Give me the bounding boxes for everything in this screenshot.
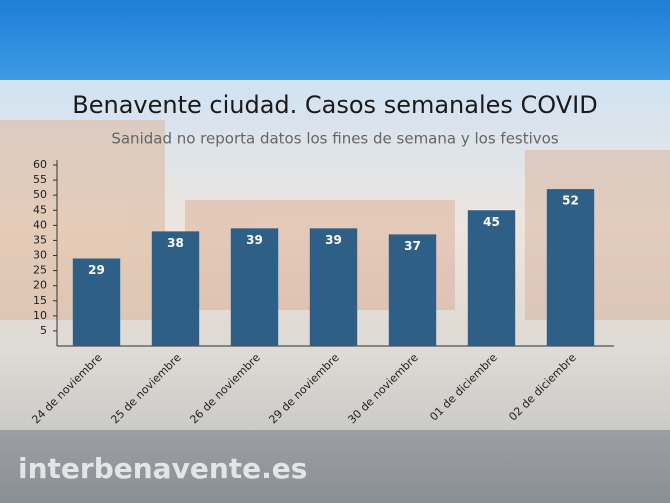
y-tick-label: 15: [33, 294, 47, 307]
bar: [309, 228, 358, 346]
watermark: interbenavente.es: [18, 452, 307, 485]
bar: [72, 258, 121, 346]
y-tick-label: 10: [33, 309, 47, 322]
y-tick-label: 55: [33, 173, 47, 186]
value-label: 38: [167, 236, 184, 250]
chart-title: Benavente ciudad. Casos semanales COVID: [72, 91, 597, 119]
bar: [546, 189, 595, 346]
bar: [230, 228, 279, 346]
y-tick-label: 50: [33, 188, 47, 201]
y-tick-label: 5: [40, 324, 47, 337]
value-label: 52: [562, 194, 579, 208]
bar: [388, 234, 437, 346]
value-label: 39: [246, 233, 263, 247]
bar: [151, 231, 200, 346]
y-tick-label: 60: [33, 158, 47, 171]
y-tick-label: 40: [33, 218, 47, 231]
bar: [467, 210, 516, 346]
chart-subtitle: Sanidad no reporta datos los fines de se…: [111, 130, 558, 148]
value-label: 29: [88, 263, 105, 277]
value-label: 45: [483, 215, 500, 229]
y-tick-label: 35: [33, 233, 47, 246]
value-label: 37: [404, 239, 421, 253]
value-label: 39: [325, 233, 342, 247]
y-tick-label: 25: [33, 264, 47, 277]
photo-buildings: [0, 120, 670, 503]
y-tick-label: 45: [33, 203, 47, 216]
y-tick-label: 20: [33, 279, 47, 292]
y-tick-label: 30: [33, 249, 47, 262]
sky-band: [0, 0, 670, 80]
